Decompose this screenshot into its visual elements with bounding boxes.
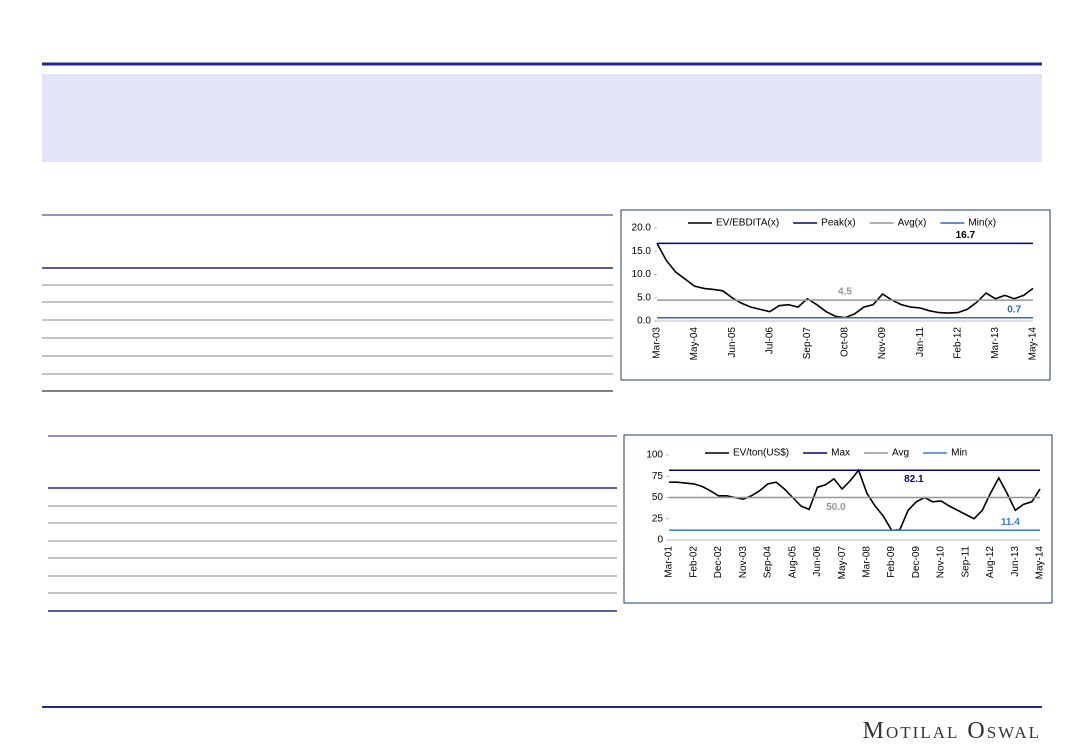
x-tick-label: Mar-03 — [652, 327, 663, 359]
legend-label: Min — [951, 448, 967, 459]
y-tick-label: 15.0 — [632, 246, 652, 257]
legend-label: Avg — [892, 448, 909, 459]
summary-box — [42, 74, 1042, 162]
data-line — [669, 468, 1041, 532]
y-tick-label: 0.0 — [637, 316, 651, 327]
reference-label: 82.1 — [904, 474, 924, 485]
x-tick-label: Dec-09 — [911, 546, 922, 579]
legend-label: EV/EBDITA(x) — [716, 218, 779, 229]
x-tick-label: Feb-12 — [952, 327, 963, 359]
x-tick-label: May-14 — [1035, 546, 1046, 580]
x-tick-label: Nov-03 — [738, 546, 749, 579]
x-tick-label: Sep-11 — [960, 546, 971, 578]
x-tick-label: Jul-06 — [764, 327, 775, 355]
x-tick-label: Mar-01 — [664, 546, 675, 578]
table-1 — [42, 214, 613, 392]
logo: Motilal Oswal — [862, 718, 1041, 744]
x-tick-label: Jan-11 — [915, 327, 926, 357]
x-tick-label: Jun-05 — [727, 327, 738, 358]
y-tick-label: 50 — [652, 492, 664, 503]
x-tick-label: Aug-05 — [787, 546, 798, 579]
chart: 0 25 50 75 100 Mar-01 Feb-02 Dec-02 Nov-03 Sep-04… — [623, 434, 1053, 604]
y-tick-label: 20.0 — [632, 223, 652, 234]
y-tick-label: 25 — [652, 513, 664, 524]
x-tick-label: Feb-09 — [886, 546, 897, 578]
y-tick-label: 0 — [657, 535, 663, 546]
chart: 0.0 5.0 10.0 15.0 20.0 Mar-03 May-04 Jun-05 Jul-… — [620, 209, 1051, 381]
x-tick-label: Nov-09 — [877, 327, 888, 360]
legend-label: Peak(x) — [821, 218, 855, 229]
reference-label: 50.0 — [826, 502, 846, 513]
x-tick-label: Jun-13 — [1010, 546, 1021, 577]
legend-label: Min(x) — [968, 218, 996, 229]
x-tick-label: Jun-06 — [812, 546, 823, 577]
y-tick-label: 5.0 — [637, 292, 651, 303]
y-tick-label: 75 — [652, 471, 664, 482]
x-tick-label: May-07 — [837, 546, 848, 580]
y-tick-label: 10.0 — [632, 269, 652, 280]
x-tick-label: May-14 — [1028, 327, 1039, 361]
x-tick-label: Sep-07 — [802, 327, 813, 360]
x-tick-label: Dec-02 — [713, 546, 724, 579]
legend-label: EV/ton(US$) — [733, 448, 789, 459]
x-tick-label: May-04 — [689, 327, 700, 361]
y-tick-label: 100 — [646, 450, 663, 461]
x-tick-label: Aug-12 — [985, 546, 996, 579]
reference-label: 0.7 — [1007, 304, 1021, 315]
x-tick-label: Mar-08 — [862, 546, 873, 578]
legend-label: Max — [831, 448, 850, 459]
x-tick-label: Nov-10 — [936, 546, 947, 579]
x-tick-label: Oct-08 — [840, 327, 851, 357]
reference-label: 4.5 — [838, 287, 852, 298]
x-tick-label: Sep-04 — [763, 546, 774, 579]
reference-label: 16.7 — [956, 230, 976, 241]
reference-label: 11.4 — [1001, 517, 1020, 528]
chart-frame — [623, 434, 1053, 604]
table-2 — [48, 435, 617, 612]
legend-label: Avg(x) — [898, 218, 927, 229]
x-tick-label: Feb-02 — [688, 546, 699, 578]
x-tick-label: Mar-13 — [990, 327, 1001, 359]
chart-frame — [620, 209, 1051, 381]
